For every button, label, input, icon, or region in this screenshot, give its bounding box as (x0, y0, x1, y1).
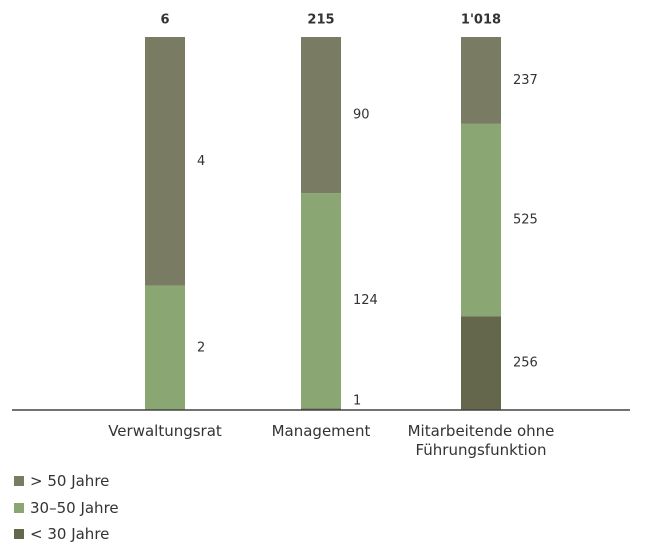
legend-swatch (14, 476, 24, 486)
bar-segment (301, 193, 341, 409)
bar-segment (461, 123, 501, 317)
bar-segment (461, 316, 501, 410)
legend-swatch (14, 529, 24, 539)
legend-swatch (14, 502, 24, 513)
total-label: 215 (307, 13, 334, 28)
data-label: 525 (513, 213, 538, 228)
legend-label: < 30 Jahre (30, 525, 110, 543)
data-label: 4 (197, 154, 205, 169)
x-tick-label: Mitarbeitende ohne Führungsfunktion (407, 422, 555, 459)
bar-segment (301, 37, 341, 194)
legend-item: > 50 Jahre (14, 472, 109, 490)
bar-segment (145, 285, 185, 410)
legend-label: 30–50 Jahre (30, 498, 119, 517)
bar-segment (461, 37, 501, 124)
data-label: 256 (513, 356, 538, 371)
bar-segment (145, 37, 185, 286)
x-tick-label: Management (271, 422, 371, 440)
x-tick-label: Verwaltungsrat (108, 422, 222, 440)
legend-item: < 30 Jahre (14, 525, 109, 543)
data-label: 90 (353, 108, 370, 123)
legend-label: > 50 Jahre (30, 472, 110, 490)
legend-item: 30–50 Jahre (14, 499, 119, 517)
total-label: 1'018 (461, 13, 501, 28)
data-label: 124 (353, 293, 378, 308)
bar-segment (301, 408, 341, 410)
data-label: 1 (353, 394, 361, 409)
data-label: 2 (197, 340, 205, 355)
total-label: 6 (160, 13, 169, 28)
data-label: 237 (513, 73, 538, 88)
